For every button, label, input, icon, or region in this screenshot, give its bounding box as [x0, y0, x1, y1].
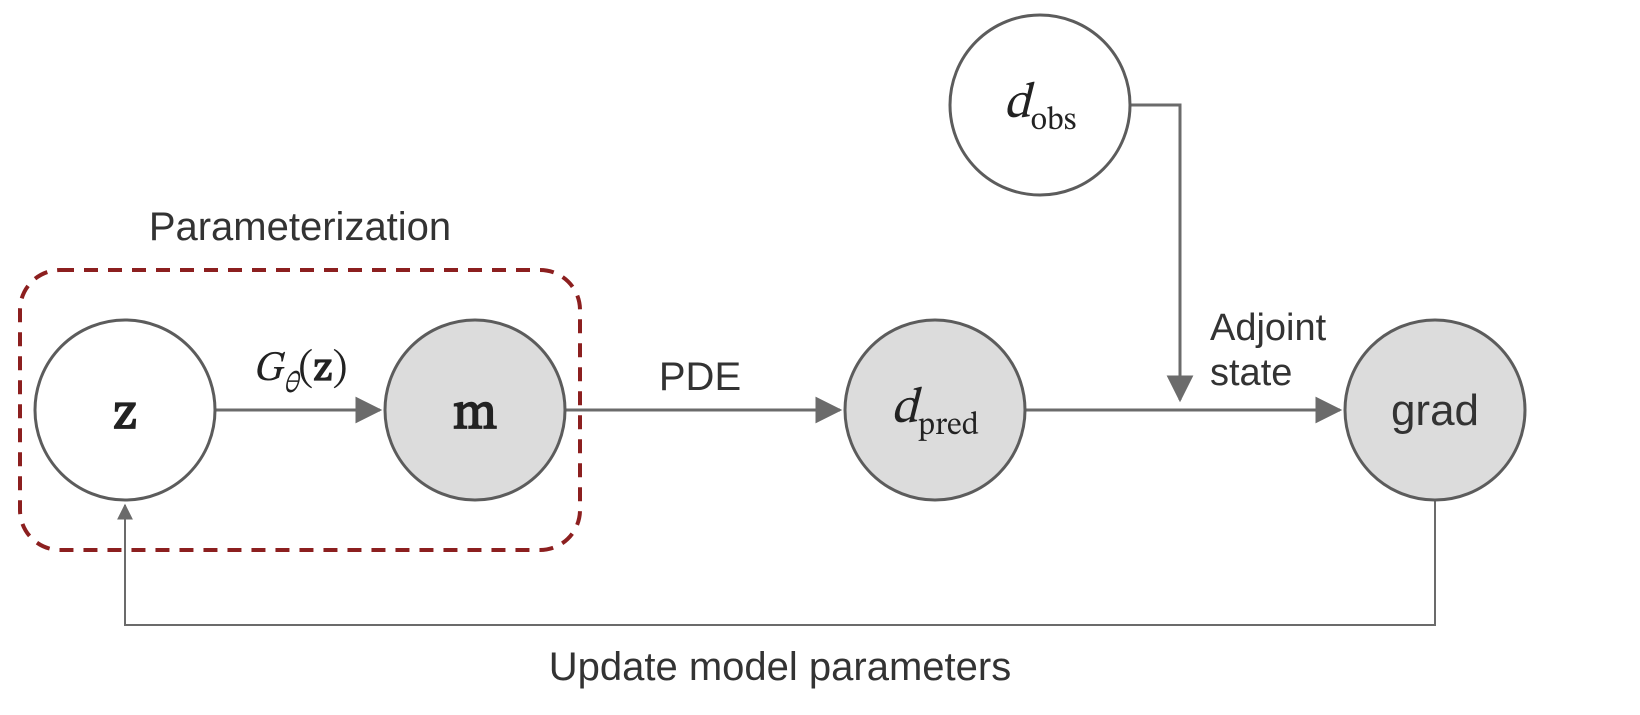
- edge-dpred-to-grad-label-1: Adjoint: [1210, 307, 1327, 349]
- edge-dobs-merge: [1130, 105, 1180, 400]
- edge-m-to-dpred-label: PDE: [659, 355, 741, 399]
- parameterization-title: Parameterization: [149, 205, 451, 249]
- node-z-label: z: [113, 389, 137, 441]
- node-grad-label: grad: [1391, 386, 1479, 435]
- edge-dpred-to-grad-label-2: state: [1210, 352, 1292, 394]
- edge-z-to-m-label: Gθ(z): [253, 348, 348, 400]
- flowchart-diagram: Parameterization Gθ(z) PDE Adjoint state…: [0, 0, 1640, 715]
- node-m-label: m: [453, 389, 497, 441]
- edge-feedback-label: Update model parameters: [549, 645, 1011, 689]
- edge-feedback: [125, 500, 1435, 625]
